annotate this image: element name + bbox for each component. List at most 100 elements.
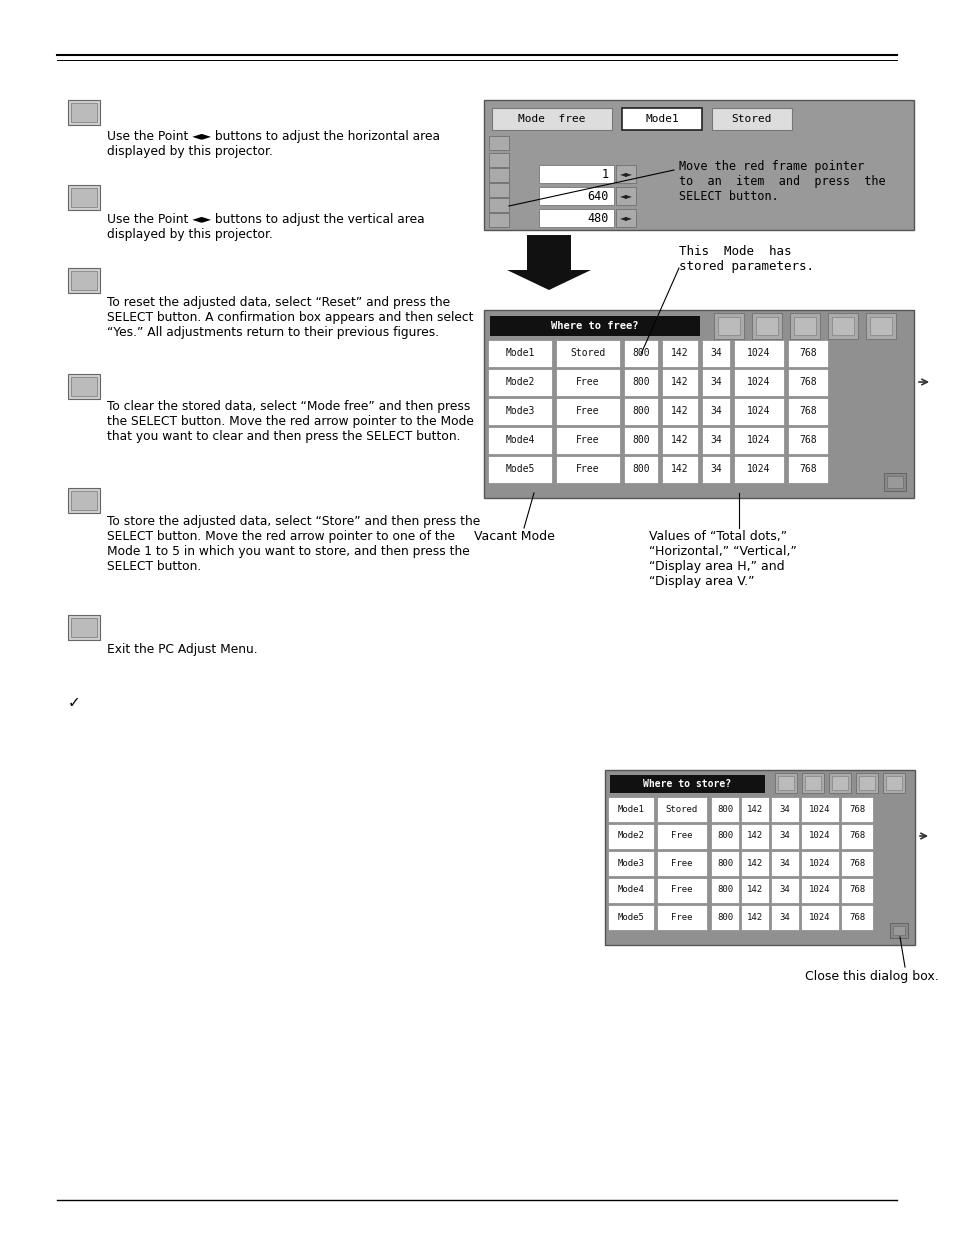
Text: 142: 142 [746,913,762,921]
Bar [68,185,100,210]
Text: 768: 768 [848,858,864,867]
Bar [489,153,509,167]
Text: 640: 640 [587,189,608,203]
Bar [657,878,706,903]
Text: 142: 142 [746,804,762,814]
Text: Mode1: Mode1 [505,348,534,358]
Bar [733,340,783,367]
Bar [827,312,857,338]
Bar [538,209,614,227]
Bar [710,878,739,903]
Text: 34: 34 [779,804,789,814]
Bar [616,209,636,227]
Bar [789,312,820,338]
Text: This  Mode  has
stored parameters.: This Mode has stored parameters. [679,245,813,273]
Text: 34: 34 [779,858,789,867]
Text: 34: 34 [709,348,721,358]
Bar [841,824,872,848]
Bar [733,456,783,483]
Bar [623,340,658,367]
Text: Where to free?: Where to free? [551,321,639,331]
Bar [787,398,827,425]
Text: 768: 768 [799,464,816,474]
Bar [556,340,619,367]
Bar [869,317,891,335]
Bar [733,369,783,396]
Text: Mode5: Mode5 [617,913,644,921]
Bar [740,851,768,876]
Bar [71,188,97,207]
Text: 1: 1 [601,168,608,180]
Text: 34: 34 [779,913,789,921]
Bar [710,824,739,848]
Text: ✓: ✓ [68,695,81,710]
Bar [801,773,823,793]
Text: Free: Free [576,406,599,416]
Bar [492,107,612,130]
Bar [701,456,729,483]
Bar [892,926,904,935]
Bar [661,456,698,483]
Polygon shape [506,270,590,290]
Bar [701,340,729,367]
Bar [71,103,97,122]
Bar [71,377,97,396]
Bar [607,797,654,823]
Text: 1024: 1024 [746,377,770,387]
Bar [657,851,706,876]
Text: Mode3: Mode3 [505,406,534,416]
Bar [711,107,791,130]
Text: Exit the PC Adjust Menu.: Exit the PC Adjust Menu. [107,643,257,656]
Bar [489,168,509,182]
Bar [661,369,698,396]
Bar [770,797,799,823]
Bar [538,165,614,183]
Text: Free: Free [576,435,599,445]
Text: 142: 142 [746,831,762,841]
Bar [489,212,509,227]
Bar [489,198,509,212]
Bar [801,797,838,823]
Text: 768: 768 [848,885,864,894]
Bar [701,427,729,454]
Bar [657,797,706,823]
Bar [621,107,701,130]
Bar [616,186,636,205]
Bar [831,317,853,335]
Bar [841,905,872,930]
Bar [841,878,872,903]
Text: 34: 34 [709,464,721,474]
Bar [770,905,799,930]
Bar [740,878,768,903]
Bar [701,369,729,396]
Bar [855,773,877,793]
Text: 800: 800 [632,464,649,474]
Bar [609,776,764,793]
Bar [607,824,654,848]
Text: 1024: 1024 [808,913,830,921]
Text: To clear the stored data, select “Mode free” and then press
the SELECT button. M: To clear the stored data, select “Mode f… [107,400,474,443]
Bar [556,398,619,425]
Bar [841,797,872,823]
Bar [68,374,100,399]
Text: 34: 34 [779,831,789,841]
Text: 768: 768 [799,406,816,416]
Bar [488,456,552,483]
Text: Vacant Mode: Vacant Mode [474,530,555,543]
Text: 1024: 1024 [746,435,770,445]
Text: 800: 800 [717,913,732,921]
Bar [801,878,838,903]
Text: 34: 34 [709,435,721,445]
Text: 34: 34 [709,377,721,387]
Text: 142: 142 [671,406,688,416]
Text: 142: 142 [671,348,688,358]
Bar [71,270,97,290]
Text: 142: 142 [671,377,688,387]
Text: Stored: Stored [570,348,605,358]
Bar [733,427,783,454]
Bar [755,317,778,335]
Bar [770,824,799,848]
Bar [623,369,658,396]
Text: 1024: 1024 [808,885,830,894]
Bar [710,797,739,823]
